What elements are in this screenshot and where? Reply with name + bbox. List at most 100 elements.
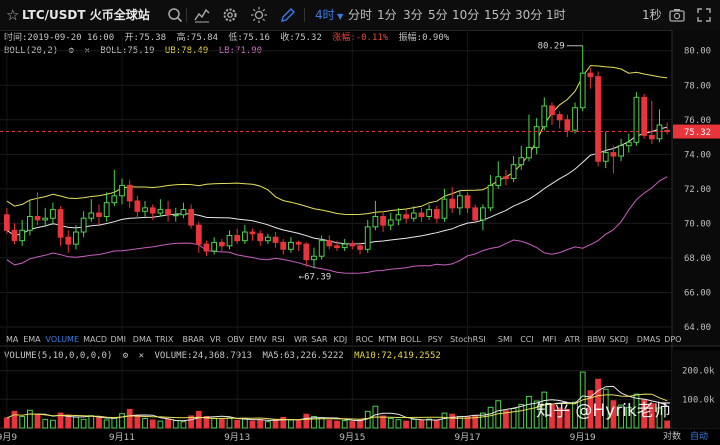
- volume-bar: [134, 414, 141, 429]
- indicator-tab-trix[interactable]: TRIX: [155, 335, 174, 344]
- candle-body: [526, 146, 532, 159]
- indicator-tab-mtm[interactable]: MTM: [378, 335, 397, 344]
- indicator-tab-mfi[interactable]: MFI: [542, 335, 557, 344]
- indicator-tab-boll[interactable]: BOLL: [400, 335, 421, 344]
- volume-bar: [157, 420, 164, 429]
- volume-bar: [303, 413, 310, 429]
- ohlc-change: 涨幅:-0.11%: [332, 33, 389, 43]
- volume-bar: [96, 417, 102, 429]
- candle-body: [410, 212, 417, 219]
- interval-30m[interactable]: 30分: [515, 8, 543, 22]
- volume-bar: [203, 416, 210, 429]
- x-tick-label: 9月19: [570, 432, 596, 443]
- interval-15m[interactable]: 15分: [484, 8, 512, 22]
- candle-body: [364, 226, 371, 250]
- indicator-tab-atr[interactable]: ATR: [564, 335, 581, 344]
- ohlc-time: 时间:2019-09-20 16:00: [4, 33, 115, 43]
- indicator-tab-emv[interactable]: EMV: [249, 335, 267, 344]
- candle-body: [418, 212, 425, 217]
- indicator-tab-stochrsi[interactable]: StochRSI: [450, 335, 486, 344]
- interval-1s[interactable]: 1秒: [642, 8, 662, 22]
- indicator-tab-skdj[interactable]: SKDJ: [609, 335, 629, 344]
- volume-bar: [165, 418, 171, 429]
- indicator-tab-roc[interactable]: ROC: [355, 335, 374, 344]
- ohlc-open: 开:75.38: [124, 33, 167, 43]
- indicator-tab-ema[interactable]: EMA: [23, 335, 41, 344]
- indicator-tab-volume[interactable]: VOLUME: [45, 335, 80, 344]
- indicator-tab-wr[interactable]: WR: [294, 335, 308, 344]
- candle-body: [165, 209, 171, 216]
- indicator-tab-kdj[interactable]: KDJ: [333, 335, 348, 344]
- candle-body: [195, 224, 202, 245]
- candle-body: [3, 214, 10, 231]
- interval-4h[interactable]: 4时 ▼: [315, 8, 344, 22]
- indicator-tab-dma[interactable]: DMA: [132, 335, 152, 344]
- interval-1m[interactable]: 1分: [377, 8, 397, 22]
- interval-1h[interactable]: 1时: [546, 8, 566, 22]
- volume-ma5-line: [37, 385, 668, 422]
- camera-screenshot-icon[interactable]: [668, 6, 686, 24]
- interval-10m[interactable]: 10分: [452, 8, 480, 22]
- volume-bar: [395, 419, 402, 429]
- candle-body: [126, 184, 133, 202]
- log-scale-toggle[interactable]: 对数: [663, 432, 682, 442]
- volume-bar: [57, 412, 64, 429]
- volume-close-icon[interactable]: ✕: [138, 351, 145, 361]
- volume-bar: [572, 401, 578, 429]
- search-icon[interactable]: [166, 6, 184, 24]
- candle-body: [641, 96, 648, 136]
- draw-pencil-icon[interactable]: [279, 6, 297, 24]
- symbol-title[interactable]: LTC/USDT 火币全球站: [22, 8, 150, 22]
- interval-3m[interactable]: 3分: [403, 8, 423, 22]
- y-tick-label: 66.00: [684, 288, 711, 298]
- candle-body: [472, 207, 479, 221]
- candle-body: [541, 105, 548, 128]
- y-tick-label: 74.00: [684, 150, 711, 160]
- volume-ma10: MA10:72,419.2552: [354, 351, 441, 361]
- indicator-tab-vr[interactable]: VR: [209, 335, 221, 344]
- indicator-tab-obv[interactable]: OBV: [227, 335, 245, 344]
- indicator-tab-dmi[interactable]: DMI: [110, 335, 126, 344]
- volume-indicator-name[interactable]: VOLUME(5,10,0,0,0,0): [4, 351, 113, 361]
- indicator-tab-ma[interactable]: MA: [6, 335, 19, 344]
- indicator-tab-macd[interactable]: MACD: [83, 335, 108, 344]
- indicator-tab-bbw[interactable]: BBW: [587, 335, 606, 344]
- candle-body: [564, 119, 571, 131]
- candle-body: [426, 209, 433, 217]
- interval-5m[interactable]: 5分: [428, 8, 448, 22]
- candle-body: [618, 145, 624, 157]
- theme-sun-icon[interactable]: [250, 6, 268, 24]
- candle-body: [480, 207, 486, 221]
- indicator-tab-brar[interactable]: BRAR: [182, 335, 205, 344]
- candle-body: [318, 240, 325, 257]
- favorite-star-icon[interactable]: ☆: [6, 6, 20, 24]
- candle-body: [503, 176, 509, 180]
- candle-body: [303, 243, 310, 261]
- indicator-tab-dpo[interactable]: DPO: [664, 335, 682, 344]
- candle-body: [103, 202, 110, 217]
- interval-timeline[interactable]: 分时: [348, 8, 373, 22]
- volume-bar: [241, 418, 248, 429]
- candle-body: [533, 126, 540, 148]
- volume-bar: [480, 412, 486, 429]
- volume-bar: [288, 419, 294, 429]
- candle-body: [188, 209, 194, 226]
- indicator-tab-cci[interactable]: CCI: [520, 335, 534, 344]
- indicator-tab-dmas[interactable]: DMAS: [636, 335, 661, 344]
- volume-bar: [73, 416, 79, 429]
- volume-settings-icon[interactable]: ⚙: [122, 351, 129, 361]
- indicator-tab-sar[interactable]: SAR: [311, 335, 328, 344]
- indicator-chart-icon[interactable]: [193, 6, 211, 24]
- volume-bar: [19, 416, 26, 429]
- volume-bar: [226, 417, 233, 429]
- indicator-tab-rsi[interactable]: RSI: [271, 335, 285, 344]
- candle-body: [272, 236, 279, 243]
- fullscreen-icon[interactable]: [695, 6, 713, 24]
- auto-scale-toggle[interactable]: 自动: [690, 432, 709, 442]
- indicator-tab-psy[interactable]: PSY: [427, 335, 443, 344]
- volume-bar: [349, 421, 356, 429]
- y-tick-label: 76.00: [684, 116, 711, 126]
- settings-gear-icon[interactable]: [221, 6, 239, 24]
- indicator-tab-smi[interactable]: SMI: [497, 335, 513, 344]
